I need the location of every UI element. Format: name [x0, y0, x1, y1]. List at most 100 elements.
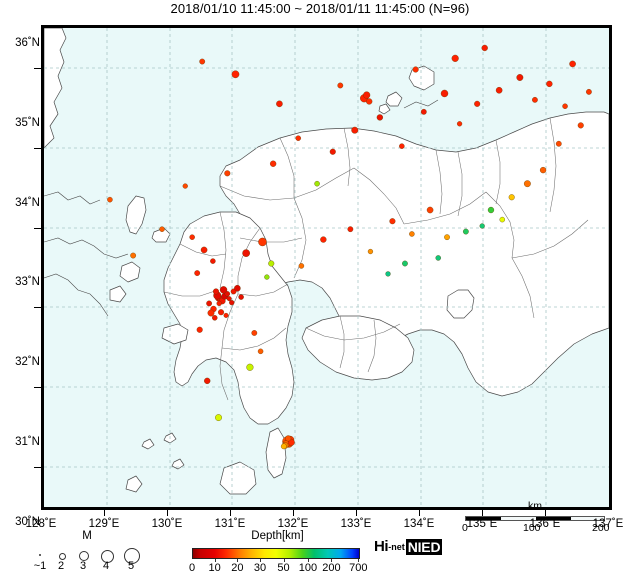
depth-colorbar-label: 200	[322, 562, 341, 574]
epicenter-marker[interactable]	[242, 249, 250, 257]
epicenter-marker[interactable]	[363, 91, 371, 99]
epicenter-marker[interactable]	[238, 294, 244, 300]
epicenter-marker[interactable]	[320, 236, 327, 243]
epicenter-marker[interactable]	[251, 330, 258, 336]
epicenter-marker[interactable]	[412, 66, 419, 73]
epicenter-marker[interactable]	[107, 196, 113, 203]
epicenter-marker[interactable]	[223, 312, 229, 318]
epicenter-marker[interactable]	[462, 228, 469, 235]
magnitude-legend-circle	[79, 551, 89, 561]
epicenter-marker[interactable]	[219, 286, 228, 294]
epicenter-marker[interactable]	[508, 194, 515, 201]
logo-hi-text: Hi	[374, 538, 389, 555]
epicenter-marker[interactable]	[194, 270, 201, 276]
epicenter-marker[interactable]	[523, 180, 531, 188]
epicenter-marker[interactable]	[207, 309, 215, 317]
epicenter-marker[interactable]	[264, 274, 270, 280]
epicenter-marker[interactable]	[347, 226, 354, 233]
epicenter-marker[interactable]	[562, 103, 568, 109]
map-canvas[interactable]	[44, 28, 609, 507]
epicenter-marker[interactable]	[366, 98, 373, 105]
depth-colorbar-label: 10	[208, 562, 221, 574]
epicenter-marker[interactable]	[216, 300, 222, 307]
epicenter-marker[interactable]	[499, 216, 506, 223]
epicenter-marker[interactable]	[546, 80, 553, 88]
epicenter-marker[interactable]	[474, 100, 481, 107]
epicenter-marker[interactable]	[426, 206, 434, 214]
epicenter-marker[interactable]	[295, 135, 301, 141]
epicenter-marker[interactable]	[212, 315, 218, 321]
epicenter-marker[interactable]	[367, 248, 374, 255]
oki-island-small-a	[385, 91, 403, 107]
epicenter-marker[interactable]	[258, 237, 267, 247]
epicenter-marker[interactable]	[159, 226, 165, 232]
korea-coast-sliver	[44, 28, 67, 149]
epicenter-marker[interactable]	[231, 70, 240, 79]
epicenter-marker[interactable]	[224, 170, 231, 177]
epicenter-marker[interactable]	[196, 326, 203, 333]
epicenter-marker[interactable]	[212, 288, 220, 295]
epicenter-marker[interactable]	[539, 166, 547, 174]
epicenter-marker[interactable]	[385, 271, 391, 277]
epicenter-marker[interactable]	[276, 100, 283, 108]
depth-colorbar	[192, 548, 360, 559]
epicenter-marker[interactable]	[569, 60, 576, 68]
epicenter-marker[interactable]	[226, 296, 232, 302]
epicenter-marker[interactable]	[268, 260, 275, 267]
epicenter-marker[interactable]	[399, 143, 405, 149]
epicenter-marker[interactable]	[337, 82, 344, 89]
epicenter-marker[interactable]	[246, 363, 254, 371]
epicenter-layer[interactable]	[107, 44, 592, 450]
epicenter-marker[interactable]	[555, 140, 562, 147]
depth-colorbar-tick	[260, 559, 262, 562]
epicenter-marker[interactable]	[298, 263, 305, 269]
epicenter-marker[interactable]	[435, 255, 441, 261]
epicenter-marker[interactable]	[314, 180, 320, 187]
epicenter-marker[interactable]	[577, 122, 584, 129]
epicenter-marker[interactable]	[269, 160, 277, 167]
magnitude-legend-label: ~1	[33, 560, 47, 572]
epicenter-marker[interactable]	[206, 300, 212, 307]
magnitude-legend-circle	[124, 548, 140, 564]
epicenter-marker[interactable]	[420, 108, 427, 115]
epicenter-marker[interactable]	[229, 300, 235, 306]
epicenter-marker[interactable]	[215, 414, 222, 422]
hinet-nied-logo: Hi -net NIED	[374, 538, 443, 555]
y-axis-label: 30˚N	[15, 515, 40, 528]
epicenter-marker[interactable]	[481, 44, 488, 52]
epicenter-marker[interactable]	[130, 252, 137, 259]
epicenter-marker[interactable]	[234, 284, 241, 292]
epicenter-marker[interactable]	[218, 309, 225, 316]
epicenter-marker[interactable]	[182, 183, 188, 189]
epicenter-marker[interactable]	[495, 86, 503, 94]
epicenter-marker[interactable]	[285, 435, 292, 442]
depth-colorbar-label: 50	[277, 562, 290, 574]
epicenter-marker[interactable]	[389, 218, 396, 225]
epicenter-marker[interactable]	[204, 377, 211, 385]
epicenter-marker[interactable]	[189, 234, 195, 240]
epicenter-marker[interactable]	[456, 121, 463, 127]
x-axis-label: 137˚E	[592, 518, 624, 530]
epicenter-marker[interactable]	[329, 148, 336, 155]
epicenter-marker[interactable]	[479, 223, 485, 229]
epicenter-marker[interactable]	[210, 258, 216, 264]
epicenter-marker[interactable]	[487, 206, 495, 214]
prefecture-boundaries	[163, 117, 589, 401]
epicenter-marker[interactable]	[516, 74, 524, 81]
epicenter-marker[interactable]	[200, 246, 208, 254]
y-axis-label: 32˚N	[15, 356, 40, 369]
epicenter-marker[interactable]	[257, 348, 264, 355]
epicenter-marker[interactable]	[451, 54, 459, 62]
epicenter-marker[interactable]	[376, 114, 384, 121]
epicenter-marker[interactable]	[444, 234, 450, 241]
epicenter-marker[interactable]	[586, 88, 592, 95]
epicenter-marker[interactable]	[402, 260, 408, 267]
epicenter-marker[interactable]	[532, 96, 538, 103]
x-tick	[356, 510, 357, 516]
epicenter-marker[interactable]	[280, 443, 287, 450]
epicenter-marker[interactable]	[409, 231, 415, 237]
epicenter-marker[interactable]	[440, 89, 449, 98]
epicenter-marker[interactable]	[199, 58, 206, 65]
depth-legend: Depth[km] 0 10 20 30 50 100 200 700	[189, 530, 368, 576]
epicenter-marker[interactable]	[351, 126, 359, 134]
